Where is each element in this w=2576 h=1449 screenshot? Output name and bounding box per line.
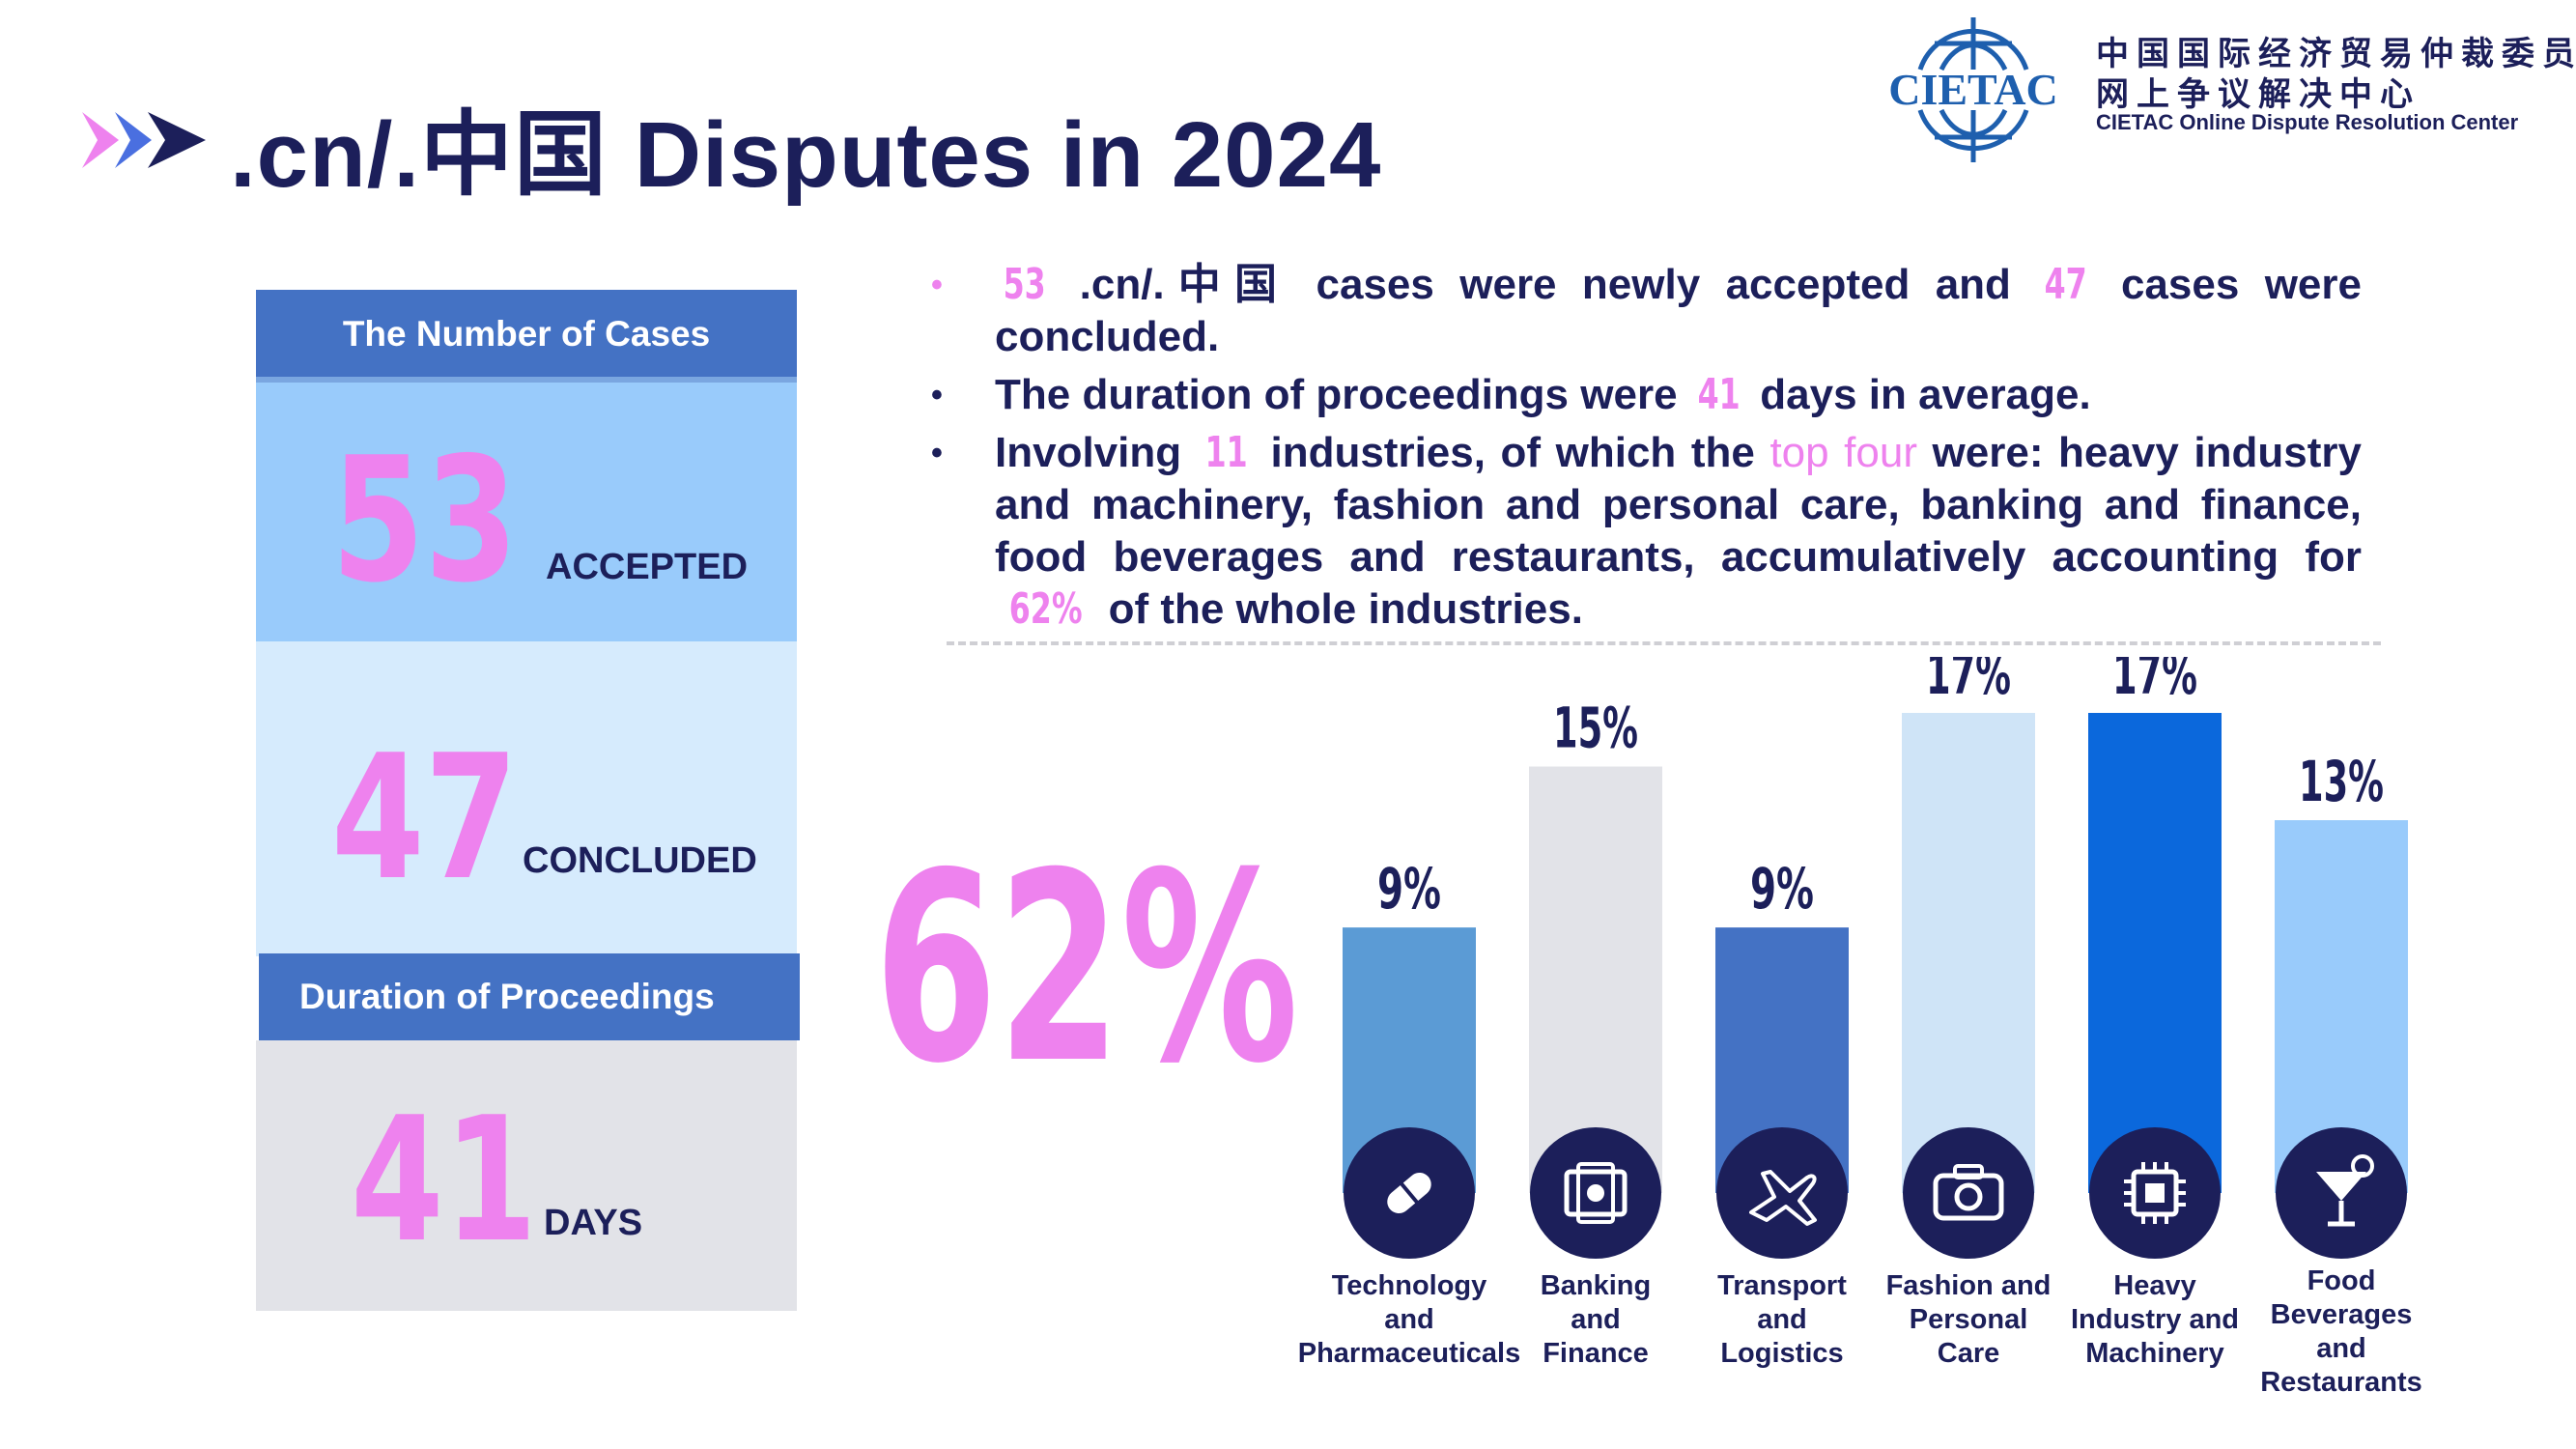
bullet-dot: • (931, 377, 943, 413)
value-label-5: 13% (2299, 749, 2384, 814)
category-label-3: Care (1938, 1338, 2000, 1369)
value-label-4: 17% (2112, 657, 2197, 707)
summary-bullets: • 53 .cn/.中国 cases were newly accepted a… (927, 259, 2362, 636)
bullet-accepted-number: 53 (1003, 260, 1046, 309)
bar-4 (2088, 713, 2222, 1193)
concluded-box: 47 CONCLUDED (256, 641, 797, 956)
category-label-1: Banking (1541, 1270, 1651, 1301)
category-label-4: Industry and (2071, 1304, 2239, 1335)
value-label-1: 15% (1553, 696, 1638, 761)
category-label-1: Finance (1543, 1338, 1649, 1369)
money-icon (1564, 1162, 1628, 1224)
category-label-2: Logistics (1720, 1338, 1843, 1369)
bullet-text: days in average. (1760, 371, 2091, 418)
page-title: .cn/.中国 Disputes in 2024 (230, 103, 1382, 207)
concluded-value: 47 (331, 718, 519, 918)
bullet-text: of the whole industries. (1108, 585, 1583, 633)
bullet-text: Involving (995, 429, 1182, 476)
dashed-divider (947, 641, 2381, 645)
bullet-text: cases were concluded. (995, 261, 2362, 360)
bullet-industries: • Involving 11 industries, of which the … (927, 427, 2362, 636)
camera-icon (1933, 1164, 2004, 1221)
category-label-1: and (1571, 1304, 1621, 1335)
category-label-2: Transport (1717, 1270, 1847, 1301)
category-label-4: Machinery (2085, 1338, 2223, 1369)
days-label: DAYS (544, 1203, 643, 1243)
category-label-5: and (2316, 1333, 2366, 1364)
category-label-4: Heavy (2113, 1270, 2195, 1301)
value-label-3: 17% (1926, 657, 2011, 707)
bullet-duration: • The duration of proceedings were 41 da… (927, 369, 2362, 421)
category-label-5: Food (2307, 1265, 2376, 1296)
bullet-text: .cn/.中国 cases were newly accepted and (1079, 261, 2011, 308)
category-label-5: Beverages (2271, 1299, 2413, 1330)
bar-icon-circle-2 (1716, 1127, 1848, 1259)
bullet-concluded-number: 47 (2044, 260, 2087, 309)
category-label-0: and (1384, 1304, 1434, 1335)
days-value: 41 (351, 1080, 538, 1280)
bullet-days-number: 41 (1697, 370, 1741, 419)
svg-text:CIETAC: CIETAC (1888, 65, 2058, 114)
concluded-label: CONCLUDED (523, 840, 757, 881)
category-label-3: Fashion and (1886, 1270, 2052, 1301)
bar-1 (1529, 766, 1662, 1193)
big-percent: 62% (874, 816, 1299, 1121)
cietac-logo: CIETAC (1888, 17, 2058, 162)
bullet-highlight: top four (1769, 429, 1917, 476)
org-name-en: CIETAC Online Dispute Resolution Center (2096, 110, 2519, 134)
cases-heading-underline (256, 377, 797, 383)
accepted-label: ACCEPTED (546, 547, 749, 587)
cocktail-icon (2316, 1154, 2374, 1227)
category-label-3: Personal (1910, 1304, 2028, 1335)
org-name-zh-line1: 中国国际经济贸易仲裁委员会 (2096, 35, 2576, 73)
bullet-dot-pink: • (931, 267, 943, 303)
category-label-2: and (1757, 1304, 1807, 1335)
chip-icon (2124, 1162, 2186, 1224)
bar-3 (1902, 713, 2035, 1193)
bullet-cases: • 53 .cn/.中国 cases were newly accepted a… (927, 259, 2362, 363)
bullet-percent-number: 62% (1008, 584, 1083, 634)
accepted-box: 53 ACCEPTED (256, 383, 797, 641)
cases-heading: The Number of Cases (256, 290, 797, 379)
duration-heading: Duration of Proceedings (259, 953, 800, 1040)
bullet-text: industries, of which the (1270, 429, 1755, 476)
value-label-0: 9% (1377, 856, 1441, 922)
category-label-0: Technology (1332, 1270, 1487, 1301)
accepted-value: 53 (331, 420, 519, 620)
bullet-industries-number: 11 (1204, 428, 1248, 477)
category-label-0: Pharmaceuticals (1298, 1338, 1521, 1369)
value-label-2: 9% (1750, 856, 1814, 922)
days-box: 41 DAYS (256, 1040, 797, 1311)
title-arrows-icon (82, 112, 206, 168)
bullet-text: The duration of proceedings were (995, 371, 1678, 418)
industry-bar-chart: 9%TechnologyandPharmaceuticals15%Banking… (1298, 657, 2422, 1398)
bar-icon-circle-3 (1903, 1127, 2034, 1259)
category-label-5: Restaurants (2260, 1367, 2422, 1398)
airplane-icon (1749, 1170, 1817, 1226)
org-name-zh-line2: 网上争议解决中心 (2096, 75, 2420, 114)
bullet-text: were: heavy industry and machinery, fash… (995, 429, 2362, 581)
pill-icon (1387, 1173, 1431, 1213)
bullet-dot: • (931, 435, 943, 471)
